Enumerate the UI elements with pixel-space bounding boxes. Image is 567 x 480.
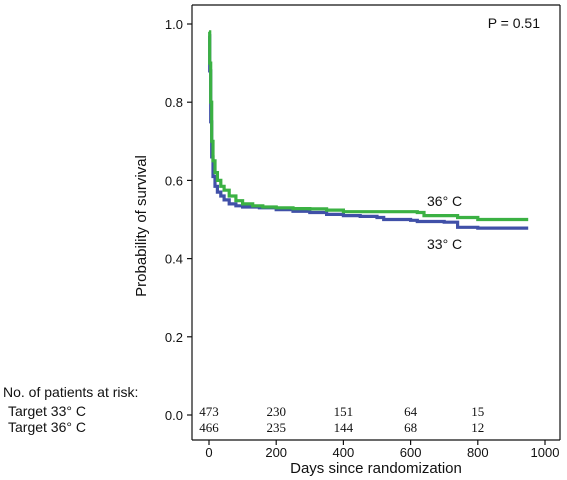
x-tick-label: 0 <box>205 445 212 460</box>
x-tick-label: 400 <box>333 445 355 460</box>
x-tick-label: 600 <box>400 445 422 460</box>
risk-count: 235 <box>266 420 286 435</box>
y-tick-label: 1.0 <box>165 17 183 32</box>
x-tick-label: 1000 <box>531 445 560 460</box>
x-ticks: 0 200 400 600 800 1000 <box>205 440 559 460</box>
risk-count: 12 <box>471 420 484 435</box>
y-tick-label: 0.0 <box>165 408 183 423</box>
x-tick-label: 800 <box>467 445 489 460</box>
risk-count: 473 <box>199 404 219 419</box>
x-tick-label: 200 <box>265 445 287 460</box>
series-label-36: 36° C <box>427 193 462 209</box>
risk-count: 466 <box>199 420 219 435</box>
survival-curve-33c <box>208 34 529 230</box>
risk-count: 68 <box>404 420 417 435</box>
x-axis-label: Days since randomization <box>290 460 462 477</box>
risk-count: 151 <box>334 404 354 419</box>
risk-count: 64 <box>404 404 418 419</box>
series-label-33: 33° C <box>427 236 462 252</box>
survival-curve-36c <box>208 30 529 222</box>
y-tick-label: 0.8 <box>165 95 183 110</box>
y-tick-label: 0.6 <box>165 173 183 188</box>
risk-row-label-36: Target 36° C <box>8 419 86 435</box>
series-layer <box>208 30 529 230</box>
risk-count: 144 <box>334 420 354 435</box>
risk-table-header: No. of patients at risk: <box>3 384 138 400</box>
risk-row-label-33: Target 33° C <box>8 403 86 419</box>
y-axis-label: Probability of survival <box>133 155 150 297</box>
risk-count: 15 <box>471 404 484 419</box>
y-ticks: 0.0 0.2 0.4 0.6 0.8 1.0 <box>165 17 192 423</box>
risk-counts: 473 230 151 64 15 466 235 144 68 12 <box>199 404 484 435</box>
p-value-annotation: P = 0.51 <box>488 15 541 31</box>
risk-count: 230 <box>266 404 286 419</box>
y-tick-label: 0.4 <box>165 252 183 267</box>
y-tick-label: 0.2 <box>165 330 183 345</box>
